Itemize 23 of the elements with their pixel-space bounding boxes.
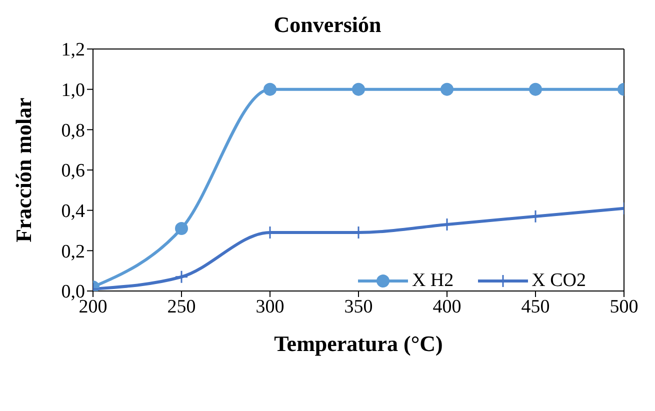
point (352, 82, 365, 96)
x-tick-label: 250 (167, 296, 196, 318)
y-tick-label: 0,4 (61, 201, 86, 222)
x-tick-label: 350 (344, 296, 373, 318)
x-tick-label: 450 (521, 296, 550, 318)
y-tick-label: 0,6 (61, 160, 85, 182)
y-tick-label: 0,2 (61, 241, 85, 262)
point (175, 222, 188, 235)
point (440, 82, 454, 96)
y-axis-title: Fracción molar (10, 97, 36, 242)
x-tick-label: 300 (256, 296, 284, 318)
x-tick-label: 400 (432, 296, 462, 318)
point (264, 82, 276, 96)
y-tick-label: 1,2 (61, 40, 85, 61)
y-tick-label: 1,0 (61, 80, 85, 102)
legend-label: X CO2 (532, 270, 586, 292)
legend-label: X H2 (412, 270, 454, 292)
chart-title: Conversión (272, 12, 382, 38)
x-axis-title: Temperatura (°C) (274, 331, 443, 356)
y-tick-label: 0,8 (61, 120, 85, 142)
x-tick-label: 500 (610, 296, 638, 318)
point (174, 270, 188, 284)
point (529, 82, 542, 96)
